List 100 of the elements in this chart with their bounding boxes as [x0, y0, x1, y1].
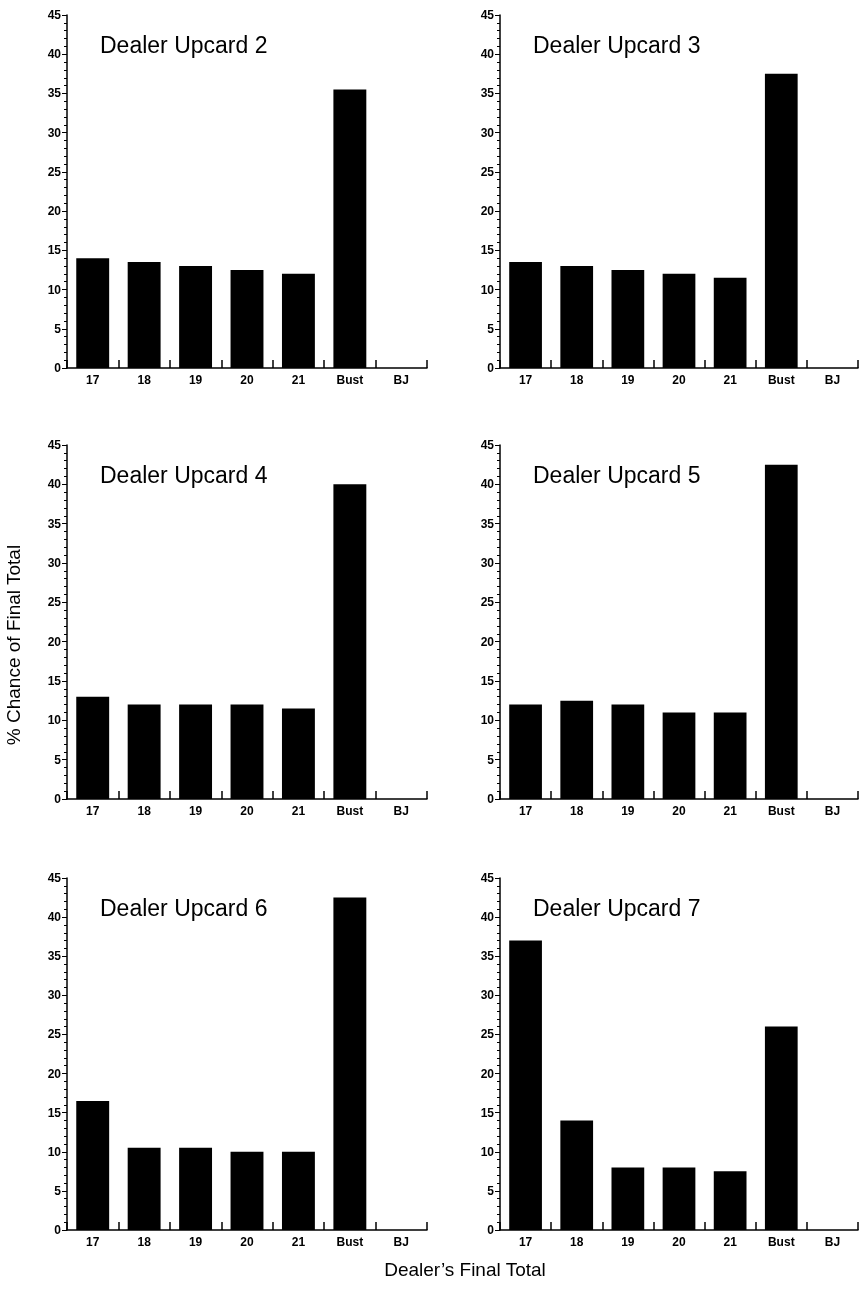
x-tick-label: 17	[86, 373, 100, 387]
y-tick-label: 30	[47, 556, 62, 570]
x-tick-label: 17	[518, 1235, 533, 1249]
y-tick-label: 45	[47, 438, 62, 452]
text: Dealer Upcard 7	[533, 894, 701, 921]
x-tick-label: 20	[240, 804, 254, 818]
y-tick-label: 15	[47, 674, 62, 688]
y-tick-label: 0	[487, 792, 495, 806]
y-tick-label: 0	[487, 1223, 495, 1237]
x-tick-label: 17	[518, 373, 533, 387]
y-tick-label: 45	[47, 871, 62, 885]
y-tick-label: 35	[480, 949, 495, 964]
y-tick-label: 20	[480, 634, 495, 649]
text: Dealer Upcard 2	[100, 31, 268, 58]
y-tick-label: 10	[47, 282, 62, 297]
y-tick-label: 10	[480, 1144, 495, 1159]
y-tick-label: 25	[47, 1027, 62, 1042]
y-tick-label: 45	[47, 8, 62, 22]
x-tick-label: 20	[240, 1235, 254, 1249]
y-tick-label: 25	[47, 595, 62, 610]
x-tick-label: 18	[570, 373, 584, 387]
y-tick-label: 10	[480, 713, 495, 728]
y-axis-title: % Chance of Final Total	[3, 544, 25, 746]
x-tick-label: Bust	[336, 804, 364, 818]
y-tick-label: 40	[47, 910, 62, 925]
x-tick-label: 18	[137, 1235, 152, 1249]
y-tick-label: 30	[47, 988, 62, 1003]
x-tick-label: 19	[621, 804, 635, 818]
y-tick-label: 20	[480, 204, 495, 219]
y-tick-label: 0	[54, 1223, 62, 1237]
x-tick-label: 20	[672, 1235, 686, 1249]
y-tick-label: 45	[480, 8, 495, 22]
x-tick-label: Bust	[336, 1235, 364, 1249]
x-tick-label: 17	[518, 804, 533, 818]
y-tick-label: 40	[480, 47, 495, 62]
y-tick-label: 35	[47, 949, 62, 964]
x-tick-label: 19	[188, 373, 203, 387]
y-tick-label: 45	[480, 438, 495, 452]
y-tick-label: 0	[54, 361, 62, 375]
y-tick-label: 35	[47, 86, 62, 101]
x-tick-label: BJ	[393, 373, 409, 387]
x-tick-label: 18	[570, 804, 584, 818]
x-tick-label: Bust	[767, 373, 795, 387]
x-tick-label: Bust	[767, 804, 795, 818]
y-tick-label: 5	[487, 1183, 495, 1198]
x-tick-label: 19	[621, 373, 635, 387]
y-tick-label: 5	[487, 752, 495, 767]
x-tick-label: 21	[291, 804, 306, 818]
y-tick-label: 35	[480, 86, 495, 101]
y-tick-label: 20	[480, 1066, 495, 1081]
x-tick-label: 21	[723, 1235, 738, 1249]
y-tick-label: 10	[480, 282, 495, 297]
y-tick-label: 5	[487, 321, 495, 336]
y-tick-label: 5	[54, 752, 62, 767]
x-tick-label: 21	[723, 373, 738, 387]
y-tick-label: 45	[480, 871, 495, 885]
text: Dealer Upcard 5	[533, 461, 701, 488]
y-tick-label: 15	[480, 674, 495, 688]
y-tick-label: 30	[480, 125, 495, 140]
y-tick-label: 35	[480, 516, 495, 531]
y-tick-label: 5	[54, 321, 62, 336]
y-tick-label: 40	[47, 47, 62, 62]
text: Dealer Upcard 6	[100, 894, 268, 921]
text: Dealer Upcard 3	[533, 31, 701, 58]
x-tick-label: 18	[137, 804, 152, 818]
y-tick-label: 30	[480, 556, 495, 570]
y-tick-label: 20	[47, 1066, 62, 1081]
x-tick-label: 19	[188, 1235, 203, 1249]
y-tick-label: 5	[54, 1183, 62, 1198]
y-tick-label: 40	[480, 910, 495, 925]
y-tick-label: 20	[47, 204, 62, 219]
x-tick-label: BJ	[393, 804, 409, 818]
x-tick-label: 20	[240, 373, 254, 387]
y-tick-label: 25	[480, 164, 495, 179]
x-tick-label: Bust	[767, 1235, 795, 1249]
x-tick-label: 17	[86, 1235, 100, 1249]
x-tick-label: 20	[672, 373, 686, 387]
x-tick-label: 19	[188, 804, 203, 818]
x-tick-label: 21	[291, 1235, 306, 1249]
x-tick-label: BJ	[824, 373, 841, 387]
text: Dealer Upcard 4	[100, 461, 268, 488]
y-tick-label: 15	[47, 1105, 62, 1120]
y-tick-label: 30	[47, 125, 62, 140]
x-tick-label: 20	[672, 804, 686, 818]
y-tick-label: 35	[47, 516, 62, 531]
y-tick-label: 25	[47, 164, 62, 179]
x-tick-label: Bust	[336, 373, 364, 387]
y-tick-label: 15	[480, 243, 495, 258]
y-tick-label: 15	[47, 243, 62, 258]
x-axis-title: Dealer’s Final Total	[384, 1259, 546, 1281]
x-tick-label: 18	[570, 1235, 584, 1249]
y-tick-label: 30	[480, 988, 495, 1003]
y-tick-label: 40	[480, 477, 495, 492]
y-tick-label: 10	[47, 713, 62, 728]
x-tick-label: 18	[137, 373, 152, 387]
y-tick-label: 40	[47, 477, 62, 492]
x-tick-label: 17	[86, 804, 100, 818]
y-tick-label: 25	[480, 595, 495, 610]
x-tick-label: BJ	[393, 1235, 409, 1249]
y-tick-label: 25	[480, 1027, 495, 1042]
